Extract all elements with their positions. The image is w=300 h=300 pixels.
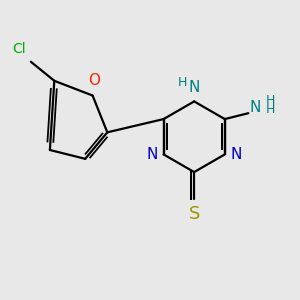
Text: N: N xyxy=(250,100,261,115)
Text: N: N xyxy=(146,147,158,162)
Text: O: O xyxy=(88,73,100,88)
Text: H: H xyxy=(178,76,187,89)
Text: N: N xyxy=(188,80,200,95)
Text: N: N xyxy=(231,147,242,162)
Text: H: H xyxy=(266,94,275,107)
Text: H: H xyxy=(266,103,275,116)
Text: Cl: Cl xyxy=(12,42,26,56)
Text: S: S xyxy=(188,205,200,223)
